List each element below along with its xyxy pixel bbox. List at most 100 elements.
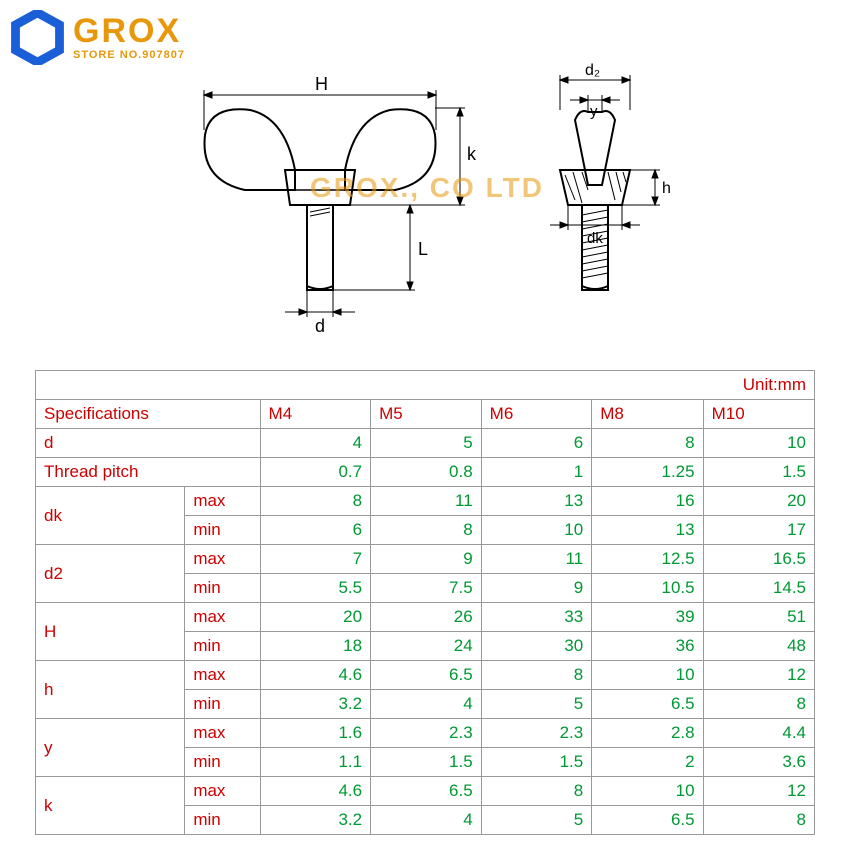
unit-row: Unit:mm [36,371,815,400]
value-cell: 8 [260,487,371,516]
value-cell: 8 [592,429,703,458]
value-cell: 8 [481,661,592,690]
value-cell: 10 [703,429,814,458]
spec-table-container: Unit:mm Specifications M4 M5 M6 M8 M10 d… [35,370,815,835]
value-cell: 10 [592,777,703,806]
value-cell: 1.6 [260,719,371,748]
value-cell: 24 [371,632,482,661]
dim-label-d: d [315,316,325,336]
value-cell: 8 [371,516,482,545]
spec-header: Specifications [36,400,261,429]
value-cell: 4 [371,690,482,719]
value-cell: 36 [592,632,703,661]
col-header: M8 [592,400,703,429]
value-cell: 9 [371,545,482,574]
value-cell: 13 [592,516,703,545]
dim-label-h: h [662,180,671,197]
value-cell: 4.6 [260,661,371,690]
value-cell: 10 [481,516,592,545]
table-row: kmax4.66.581012 [36,777,815,806]
value-cell: 30 [481,632,592,661]
dim-label-H: H [315,74,328,94]
value-cell: 20 [703,487,814,516]
row-sublabel: max [185,661,260,690]
dim-label-y: y [590,103,598,120]
logo-sub-text: STORE NO.907807 [73,50,185,61]
col-header: M4 [260,400,371,429]
technical-drawing: H k L d [170,60,690,360]
value-cell: 0.8 [371,458,482,487]
table-row: dkmax811131620 [36,487,815,516]
value-cell: 10.5 [592,574,703,603]
value-cell: 26 [371,603,482,632]
row-label: h [36,661,185,719]
value-cell: 1 [481,458,592,487]
row-label: Thread pitch [36,458,261,487]
value-cell: 1.5 [481,748,592,777]
value-cell: 17 [703,516,814,545]
value-cell: 1.1 [260,748,371,777]
value-cell: 39 [592,603,703,632]
row-sublabel: min [185,690,260,719]
value-cell: 6.5 [592,806,703,835]
value-cell: 12 [703,777,814,806]
value-cell: 5 [481,690,592,719]
row-label: k [36,777,185,835]
row-label: d2 [36,545,185,603]
value-cell: 1.5 [371,748,482,777]
row-label: dk [36,487,185,545]
value-cell: 18 [260,632,371,661]
value-cell: 48 [703,632,814,661]
value-cell: 3.6 [703,748,814,777]
dim-label-L: L [418,239,428,259]
table-row: Thread pitch0.70.811.251.5 [36,458,815,487]
row-label: d [36,429,261,458]
value-cell: 7.5 [371,574,482,603]
value-cell: 7 [260,545,371,574]
row-sublabel: max [185,545,260,574]
value-cell: 16.5 [703,545,814,574]
col-header: M5 [371,400,482,429]
value-cell: 5 [371,429,482,458]
row-sublabel: min [185,632,260,661]
table-row: d456810 [36,429,815,458]
value-cell: 3.2 [260,690,371,719]
row-sublabel: max [185,603,260,632]
value-cell: 5 [481,806,592,835]
value-cell: 4 [260,429,371,458]
row-sublabel: max [185,777,260,806]
hex-nut-icon [10,10,65,65]
table-row: d2max791112.516.5 [36,545,815,574]
value-cell: 10 [592,661,703,690]
value-cell: 13 [481,487,592,516]
dim-label-d2: d₂ [585,62,600,79]
value-cell: 6.5 [371,661,482,690]
value-cell: 6 [260,516,371,545]
value-cell: 4.6 [260,777,371,806]
value-cell: 20 [260,603,371,632]
value-cell: 4.4 [703,719,814,748]
value-cell: 2.3 [371,719,482,748]
row-sublabel: min [185,574,260,603]
value-cell: 8 [481,777,592,806]
table-row: hmax4.66.581012 [36,661,815,690]
row-label: y [36,719,185,777]
table-row: ymax1.62.32.32.84.4 [36,719,815,748]
value-cell: 11 [481,545,592,574]
value-cell: 12.5 [592,545,703,574]
row-sublabel: max [185,487,260,516]
logo-main-text: GROX [73,14,185,48]
row-sublabel: min [185,516,260,545]
table-row: Hmax2026333951 [36,603,815,632]
value-cell: 9 [481,574,592,603]
col-header: M10 [703,400,814,429]
unit-cell: Unit:mm [36,371,815,400]
value-cell: 12 [703,661,814,690]
value-cell: 33 [481,603,592,632]
row-sublabel: min [185,748,260,777]
row-label: H [36,603,185,661]
value-cell: 51 [703,603,814,632]
dim-label-dk: dk [587,230,603,247]
row-sublabel: min [185,806,260,835]
value-cell: 2 [592,748,703,777]
